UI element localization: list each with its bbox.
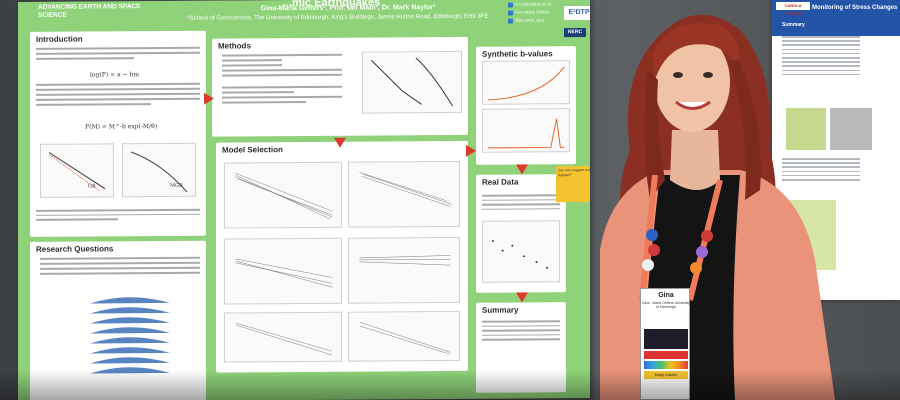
floor-shadow	[0, 370, 900, 400]
badge-footer: Early Career	[644, 371, 688, 379]
flow-arrow-right-2	[466, 144, 476, 157]
synthetic-plot-1	[482, 60, 570, 105]
flow-arrow-right-1	[204, 92, 214, 105]
real-data-panel: Real Data	[476, 174, 566, 293]
flow-arrow-down-1	[334, 137, 346, 148]
flow-arrow-down-3	[516, 292, 528, 303]
contact-block: G.Geffers@ed.ac.uk Gina-Maria Geffers @g…	[508, 0, 556, 24]
model-plot-6	[348, 310, 460, 362]
methods-heading: Methods	[218, 41, 251, 51]
gr-label: GR	[88, 183, 96, 190]
contact-twitter: @geophys_gina	[508, 16, 556, 24]
neighbor-poster-summary-heading: Summary	[782, 22, 842, 30]
model-plot-2	[348, 160, 460, 228]
gr-plot	[40, 143, 114, 198]
distribution-stack-figure	[80, 291, 180, 387]
introduction-panel: Introduction log(F) = a − bm F(M) = M^-b…	[30, 30, 206, 237]
model-plot-1	[224, 161, 342, 229]
real-data-heading: Real Data	[482, 177, 519, 187]
model-selection-panel: Model Selection	[216, 140, 468, 373]
introduction-heading: Introduction	[36, 34, 83, 44]
email-icon	[508, 2, 513, 8]
badge-ribbon-band	[644, 361, 688, 369]
mgr-label: MGR	[170, 182, 183, 189]
badge-red-band	[644, 351, 688, 359]
conference-badge: Gina Gina - Maria Geffers University of …	[640, 288, 690, 400]
intro-text	[36, 46, 200, 63]
badge-event-strip	[644, 329, 688, 349]
linkedin-icon	[508, 10, 513, 16]
model-plot-3	[224, 237, 342, 305]
science-poster: ADVANCING EARTH AND SPACE SCIENCE ...mic…	[18, 0, 590, 400]
model-selection-heading: Model Selection	[222, 145, 283, 155]
presenter-person	[560, 0, 860, 400]
model-plot-5	[224, 311, 342, 363]
methods-panel: Methods	[212, 36, 468, 137]
badge-subtitle: Gina - Maria Geffers University of Edinb…	[642, 301, 690, 309]
neighbor-map-1	[786, 108, 826, 150]
badge-name: Gina	[658, 292, 674, 299]
neighbor-poster-logo: CAROLA CASPAR	[776, 2, 810, 16]
twitter-icon	[508, 18, 513, 24]
synthetic-plot-2	[482, 108, 570, 153]
research-questions-heading: Research Questions	[36, 244, 114, 254]
flow-arrow-down-2	[516, 164, 528, 175]
model-plot-4	[348, 236, 460, 304]
gr-equation: log(F) = a − bm	[90, 71, 140, 79]
presenter-figure	[600, 14, 835, 400]
neighbor-photo	[830, 108, 872, 150]
summary-heading: Summary	[482, 305, 519, 315]
mgr-plot	[122, 142, 196, 198]
contact-linkedin: Gina-Maria Geffers	[508, 8, 556, 16]
research-questions-panel: Research Questions	[30, 240, 206, 400]
synthetic-b-values-heading: Synthetic b-values	[482, 49, 553, 59]
neighbor-poster-title: Monitoring of Stress Changes	[812, 5, 898, 11]
methods-plot	[362, 50, 462, 114]
tgr-equation: F(M) = M^-b exp(-M/θ)	[85, 123, 158, 131]
synthetic-b-values-panel: Synthetic b-values	[476, 46, 576, 165]
agu-logo-text: ADVANCING EARTH AND SPACE SCIENCE	[38, 3, 141, 19]
real-data-plot	[482, 220, 560, 283]
